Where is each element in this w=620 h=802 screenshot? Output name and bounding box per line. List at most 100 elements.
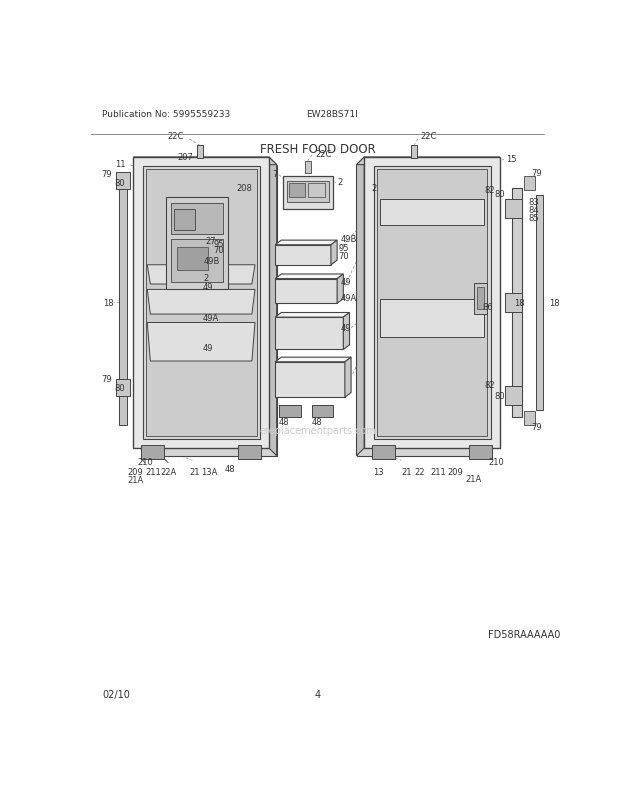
Bar xyxy=(312,405,334,418)
Text: 18: 18 xyxy=(103,298,114,308)
Text: 27: 27 xyxy=(205,237,216,245)
Bar xyxy=(133,158,269,448)
Polygon shape xyxy=(356,158,500,165)
Bar xyxy=(372,445,396,460)
Bar xyxy=(379,299,484,338)
Text: 22: 22 xyxy=(415,468,425,477)
Bar xyxy=(505,200,522,218)
Text: 49: 49 xyxy=(340,324,351,333)
Bar xyxy=(410,146,417,159)
Text: 49: 49 xyxy=(202,282,213,291)
Bar xyxy=(474,284,487,314)
Text: 95: 95 xyxy=(213,240,224,249)
Text: 48: 48 xyxy=(279,418,290,427)
Bar xyxy=(379,199,484,226)
Bar xyxy=(177,248,208,271)
Text: 22C: 22C xyxy=(167,132,184,140)
Polygon shape xyxy=(148,323,255,362)
Bar xyxy=(373,167,490,439)
Text: 15: 15 xyxy=(506,155,516,164)
Bar xyxy=(279,405,301,418)
Polygon shape xyxy=(356,158,365,456)
Bar xyxy=(505,294,522,312)
Text: 7: 7 xyxy=(272,169,278,178)
Bar xyxy=(166,198,228,290)
Text: 49A: 49A xyxy=(340,294,356,302)
Text: 85: 85 xyxy=(528,213,539,222)
Polygon shape xyxy=(275,241,337,245)
Text: 22A: 22A xyxy=(161,468,177,477)
Polygon shape xyxy=(345,358,351,398)
Text: 22C: 22C xyxy=(316,149,332,159)
Text: 48: 48 xyxy=(224,464,236,473)
Bar xyxy=(170,240,223,282)
Polygon shape xyxy=(133,158,277,165)
Bar xyxy=(377,170,487,436)
Polygon shape xyxy=(275,274,343,279)
Text: 49: 49 xyxy=(340,277,351,287)
Text: 70: 70 xyxy=(213,245,224,254)
Text: 2: 2 xyxy=(337,178,342,187)
Text: 13A: 13A xyxy=(202,468,218,477)
Bar xyxy=(477,288,484,310)
Bar xyxy=(119,180,127,425)
Bar xyxy=(117,173,130,190)
Text: 80: 80 xyxy=(114,179,125,188)
Text: 13: 13 xyxy=(373,468,384,477)
Text: 18: 18 xyxy=(549,298,559,308)
Text: 2: 2 xyxy=(371,184,377,193)
Bar xyxy=(146,170,257,436)
Text: 211: 211 xyxy=(430,468,446,477)
Polygon shape xyxy=(275,245,331,265)
Text: 02/10: 02/10 xyxy=(102,690,130,699)
Bar xyxy=(524,411,535,425)
Bar xyxy=(289,184,304,198)
Text: 2: 2 xyxy=(203,274,208,283)
Bar xyxy=(143,167,260,439)
Text: 211: 211 xyxy=(145,468,161,477)
Polygon shape xyxy=(275,313,350,318)
Text: 209: 209 xyxy=(127,468,143,477)
Bar xyxy=(283,177,334,209)
Text: 79: 79 xyxy=(101,375,112,383)
Text: 209: 209 xyxy=(447,468,463,477)
Text: 21: 21 xyxy=(189,468,200,477)
Text: 210: 210 xyxy=(137,458,153,467)
Bar xyxy=(304,162,311,174)
Bar xyxy=(512,188,522,418)
Polygon shape xyxy=(275,358,351,363)
Bar xyxy=(286,181,329,203)
Text: 80: 80 xyxy=(114,384,125,393)
Text: 79: 79 xyxy=(531,423,541,431)
Text: 22C: 22C xyxy=(421,132,437,140)
Text: 49B: 49B xyxy=(204,257,220,265)
Polygon shape xyxy=(275,363,345,398)
Text: 82: 82 xyxy=(484,381,495,390)
Bar xyxy=(536,196,542,410)
Polygon shape xyxy=(148,290,255,314)
Text: 207: 207 xyxy=(178,153,193,162)
Polygon shape xyxy=(141,165,277,456)
Bar xyxy=(117,379,130,396)
Text: 49A: 49A xyxy=(202,314,218,323)
Text: 48: 48 xyxy=(312,418,322,427)
Bar xyxy=(141,445,164,460)
Bar xyxy=(308,184,325,198)
Text: Publication No: 5995559233: Publication No: 5995559233 xyxy=(102,110,231,119)
Polygon shape xyxy=(275,318,343,350)
Polygon shape xyxy=(356,165,492,456)
Text: 210: 210 xyxy=(489,458,504,467)
Bar xyxy=(469,445,492,460)
Text: 11: 11 xyxy=(115,160,125,168)
Polygon shape xyxy=(275,279,337,304)
Text: 21A: 21A xyxy=(465,474,481,483)
Polygon shape xyxy=(269,158,277,456)
Text: 86: 86 xyxy=(483,302,494,311)
Text: 79: 79 xyxy=(531,168,541,177)
Text: 49B: 49B xyxy=(340,235,356,244)
Text: FD58RAAAAA0: FD58RAAAAA0 xyxy=(489,630,560,639)
Text: EW28BS71I: EW28BS71I xyxy=(306,110,358,119)
Text: ereplacementparts.com: ereplacementparts.com xyxy=(259,426,376,435)
Bar xyxy=(505,387,522,405)
Text: 21: 21 xyxy=(402,468,412,477)
